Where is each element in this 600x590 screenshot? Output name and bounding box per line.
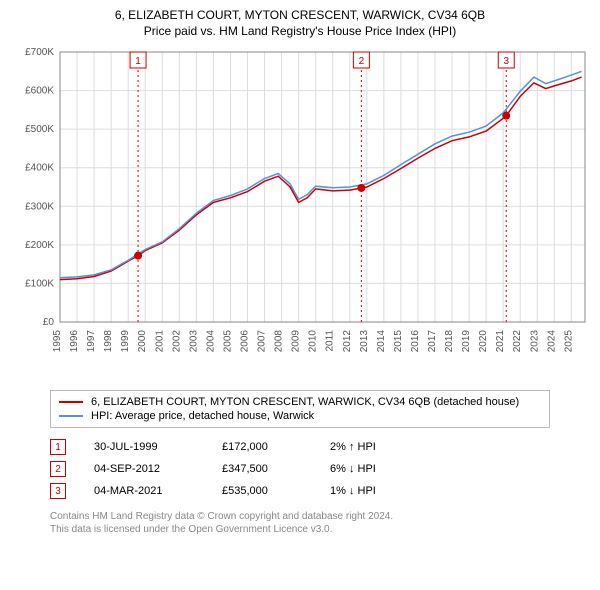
transaction-badge: 1 — [50, 439, 66, 455]
svg-text:£200K: £200K — [25, 240, 54, 251]
transaction-date: 04-SEP-2012 — [94, 463, 194, 475]
svg-text:2007: 2007 — [257, 330, 268, 353]
chart-container: 6, ELIZABETH COURT, MYTON CRESCENT, WARW… — [0, 0, 600, 546]
svg-text:£100K: £100K — [25, 278, 54, 289]
svg-text:2025: 2025 — [563, 330, 574, 353]
svg-text:1995: 1995 — [52, 330, 63, 353]
legend-swatch-hpi — [59, 415, 83, 417]
transaction-price: £535,000 — [222, 485, 302, 497]
svg-text:2020: 2020 — [478, 330, 489, 353]
transaction-pct: 2% ↑ HPI — [330, 441, 420, 453]
svg-text:1997: 1997 — [86, 330, 97, 353]
svg-text:2009: 2009 — [291, 330, 302, 353]
footer-line-2: This data is licensed under the Open Gov… — [50, 523, 590, 536]
svg-text:2024: 2024 — [546, 330, 557, 353]
svg-text:1999: 1999 — [120, 330, 131, 353]
legend-label-hpi: HPI: Average price, detached house, Warw… — [91, 410, 314, 422]
svg-text:2008: 2008 — [274, 330, 285, 353]
svg-text:2012: 2012 — [342, 330, 353, 353]
svg-text:£400K: £400K — [25, 163, 54, 174]
svg-text:2002: 2002 — [171, 330, 182, 353]
title-main: 6, ELIZABETH COURT, MYTON CRESCENT, WARW… — [10, 8, 590, 22]
svg-text:2022: 2022 — [512, 330, 523, 353]
transaction-price: £347,500 — [222, 463, 302, 475]
svg-text:£500K: £500K — [25, 124, 54, 135]
title-block: 6, ELIZABETH COURT, MYTON CRESCENT, WARW… — [10, 8, 590, 38]
svg-text:2018: 2018 — [444, 330, 455, 353]
svg-text:2003: 2003 — [188, 330, 199, 353]
legend-swatch-property — [59, 401, 83, 403]
svg-text:2013: 2013 — [359, 330, 370, 353]
svg-text:2016: 2016 — [410, 330, 421, 353]
legend: 6, ELIZABETH COURT, MYTON CRESCENT, WARW… — [50, 390, 550, 428]
svg-text:2023: 2023 — [529, 330, 540, 353]
svg-text:1: 1 — [135, 56, 141, 67]
svg-text:2005: 2005 — [222, 330, 233, 353]
transaction-badge: 3 — [50, 483, 66, 499]
title-sub: Price paid vs. HM Land Registry's House … — [10, 24, 590, 38]
transaction-row: 2 04-SEP-2012 £347,500 6% ↓ HPI — [50, 458, 590, 480]
legend-label-property: 6, ELIZABETH COURT, MYTON CRESCENT, WARW… — [91, 396, 519, 408]
legend-item-hpi: HPI: Average price, detached house, Warw… — [59, 409, 541, 423]
svg-text:3: 3 — [503, 56, 509, 67]
svg-text:2000: 2000 — [137, 330, 148, 353]
svg-text:2014: 2014 — [376, 330, 387, 353]
svg-text:2021: 2021 — [495, 330, 506, 353]
transaction-date: 04-MAR-2021 — [94, 485, 194, 497]
footer: Contains HM Land Registry data © Crown c… — [50, 510, 590, 536]
svg-text:2: 2 — [359, 56, 365, 67]
legend-item-property: 6, ELIZABETH COURT, MYTON CRESCENT, WARW… — [59, 395, 541, 409]
svg-text:£600K: £600K — [25, 86, 54, 97]
svg-text:1998: 1998 — [103, 330, 114, 353]
svg-text:2015: 2015 — [393, 330, 404, 353]
svg-text:2004: 2004 — [205, 330, 216, 353]
svg-text:1996: 1996 — [69, 330, 80, 353]
transaction-row: 1 30-JUL-1999 £172,000 2% ↑ HPI — [50, 436, 590, 458]
svg-text:£300K: £300K — [25, 201, 54, 212]
chart-area: £0 £100K £200K £300K £400K £500K £600K £700K 199… — [10, 42, 590, 382]
transaction-row: 3 04-MAR-2021 £535,000 1% ↓ HPI — [50, 480, 590, 502]
transaction-price: £172,000 — [222, 441, 302, 453]
svg-text:2011: 2011 — [325, 330, 336, 352]
transaction-table: 1 30-JUL-1999 £172,000 2% ↑ HPI 2 04-SEP… — [50, 436, 590, 502]
svg-text:£700K: £700K — [25, 47, 54, 58]
line-chart-svg: £0 £100K £200K £300K £400K £500K £600K £700K 199… — [10, 42, 590, 382]
svg-text:2017: 2017 — [427, 330, 438, 353]
transaction-badge: 2 — [50, 461, 66, 477]
transaction-date: 30-JUL-1999 — [94, 441, 194, 453]
svg-text:2019: 2019 — [461, 330, 472, 353]
svg-text:2010: 2010 — [308, 330, 319, 353]
svg-text:2001: 2001 — [154, 330, 165, 353]
transaction-pct: 6% ↓ HPI — [330, 463, 420, 475]
svg-text:£0: £0 — [43, 317, 55, 328]
svg-text:2006: 2006 — [240, 330, 251, 353]
footer-line-1: Contains HM Land Registry data © Crown c… — [50, 510, 590, 523]
transaction-pct: 1% ↓ HPI — [330, 485, 420, 497]
